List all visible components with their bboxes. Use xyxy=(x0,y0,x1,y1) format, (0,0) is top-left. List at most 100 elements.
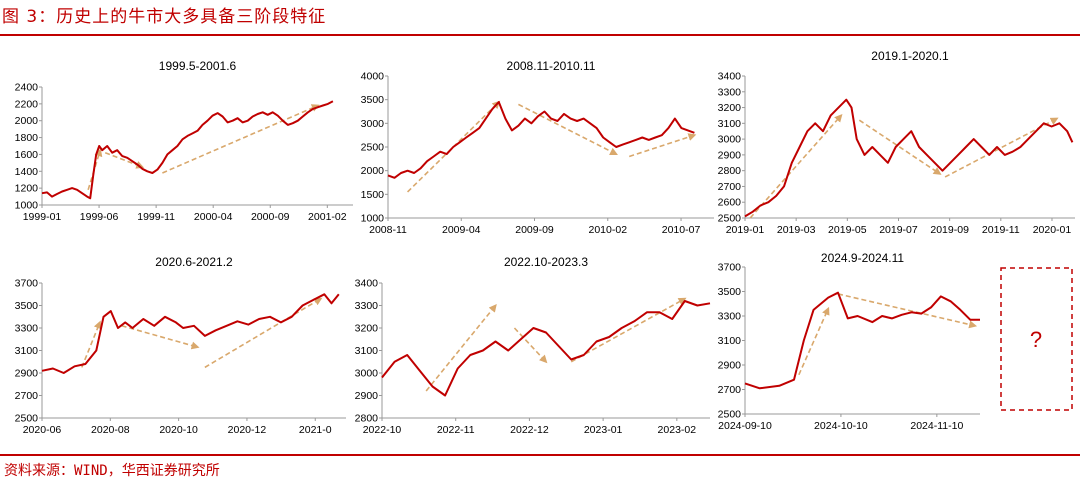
x-tick-label: 2022-11 xyxy=(437,424,475,436)
trend-arrow xyxy=(204,297,323,369)
y-tick-label: 3300 xyxy=(15,323,39,335)
y-tick-label: 3000 xyxy=(355,368,379,380)
x-tick-label: 2023-01 xyxy=(584,424,623,436)
y-tick-label: 3500 xyxy=(15,300,39,312)
trend-arrow xyxy=(81,320,102,368)
x-tick-label: 2008-11 xyxy=(369,224,407,236)
y-tick-label: 1000 xyxy=(361,213,385,225)
y-tick-label: 2900 xyxy=(355,390,379,402)
index-line xyxy=(41,293,340,374)
chart-panel: 2022.10-2023.3 2800 2900 3000 3100 3200 3300 34… xyxy=(355,255,711,436)
y-tick-label: 1500 xyxy=(361,189,385,201)
y-tick-label: 2900 xyxy=(718,360,742,372)
y-tick-label: 3100 xyxy=(718,335,742,347)
trend-arrow xyxy=(162,104,320,174)
index-line xyxy=(387,101,695,179)
x-tick-label: 2001-02 xyxy=(308,211,347,223)
placeholder-box xyxy=(1000,267,1073,411)
y-tick-label: 4000 xyxy=(361,71,385,83)
trend-arrow xyxy=(425,303,497,392)
index-line xyxy=(381,300,711,397)
x-tick-label: 1999-01 xyxy=(23,211,62,223)
y-tick-label: 2700 xyxy=(718,384,742,396)
y-tick-label: 2500 xyxy=(718,213,742,225)
figure-title: 图 3：历史上的牛市大多具备三阶段特征 xyxy=(2,7,327,27)
chart-panel: 2020.6-2021.2 2500 2700 2900 3100 3300 3500 370… xyxy=(15,255,346,436)
y-tick-label: 2700 xyxy=(15,390,39,402)
x-tick-label: 2019-01 xyxy=(726,224,765,236)
x-tick-label: 2020-08 xyxy=(91,424,130,436)
x-tick-label: 2010-02 xyxy=(589,224,628,236)
y-tick-label: 2400 xyxy=(15,82,39,94)
trend-arrow xyxy=(518,103,618,156)
x-tick-label: 2021-0 xyxy=(299,424,332,436)
bottom-divider xyxy=(0,454,1080,456)
y-tick-label: 2800 xyxy=(718,165,742,177)
y-tick-label: 3500 xyxy=(718,286,742,298)
chart-title: 1999.5-2001.6 xyxy=(159,59,237,73)
x-tick-label: 2024-10-10 xyxy=(814,420,868,432)
chart-title: 2024.9-2024.11 xyxy=(821,251,905,265)
x-tick-label: 2000-04 xyxy=(194,211,233,223)
top-divider xyxy=(0,34,1080,36)
y-tick-label: 1200 xyxy=(15,183,39,195)
y-tick-label: 3000 xyxy=(361,118,385,130)
y-tick-label: 2900 xyxy=(718,149,742,161)
chart-panel: 2019.1-2020.1 2500 2600 2700 2800 2900 3000 310… xyxy=(718,49,1075,236)
y-tick-label: 3400 xyxy=(718,71,742,83)
y-tick-label: 2000 xyxy=(361,165,385,177)
y-tick-label: 2500 xyxy=(718,409,742,421)
y-tick-label: 3700 xyxy=(718,262,742,274)
x-tick-label: 2020-01 xyxy=(1033,224,1072,236)
x-tick-label: 2020-06 xyxy=(23,424,62,436)
y-tick-label: 3000 xyxy=(718,134,742,146)
y-tick-label: 3500 xyxy=(361,94,385,106)
y-tick-label: 2000 xyxy=(15,115,39,127)
x-tick-label: 2024-09-10 xyxy=(718,420,772,432)
x-tick-label: 2023-02 xyxy=(658,424,697,436)
question-mark: ? xyxy=(1030,327,1042,352)
y-tick-label: 2500 xyxy=(15,413,39,425)
trend-arrow xyxy=(858,119,942,175)
y-tick-label: 2500 xyxy=(361,142,385,154)
x-tick-label: 2022-12 xyxy=(510,424,549,436)
x-tick-label: 2009-09 xyxy=(515,224,554,236)
x-tick-label: 2020-10 xyxy=(159,424,198,436)
chart-title: 2020.6-2021.2 xyxy=(155,255,233,269)
y-tick-label: 2600 xyxy=(718,197,742,209)
x-tick-label: 1999-11 xyxy=(137,211,175,223)
y-tick-label: 3700 xyxy=(15,278,39,290)
index-line xyxy=(744,291,980,390)
y-tick-label: 3100 xyxy=(718,118,742,130)
x-tick-label: 2019-05 xyxy=(828,224,867,236)
trend-arrow xyxy=(121,324,200,350)
x-tick-label: 2019-07 xyxy=(879,224,918,236)
x-tick-label: 1999-06 xyxy=(80,211,119,223)
chart-panel: 2024.9-2024.11 2500 2700 2900 3100 3300 3500 37… xyxy=(718,251,980,432)
x-tick-label: 2019-03 xyxy=(777,224,816,236)
chart-panel: 1999.5-2001.6 1000 1200 1400 1600 1800 2000 220… xyxy=(15,59,353,223)
y-tick-label: 3100 xyxy=(15,345,39,357)
y-tick-label: 2200 xyxy=(15,98,39,110)
chart-title: 2019.1-2020.1 xyxy=(871,49,949,63)
x-tick-label: 2009-04 xyxy=(442,224,481,236)
x-tick-label: 2010-07 xyxy=(662,224,701,236)
y-tick-label: 1800 xyxy=(15,132,39,144)
y-tick-label: 3400 xyxy=(355,278,379,290)
trend-arrow xyxy=(570,297,687,363)
x-tick-label: 2020-12 xyxy=(228,424,267,436)
trend-arrow xyxy=(749,113,843,219)
source-note: 资料来源：WIND，华西证券研究所 xyxy=(4,463,220,479)
trend-arrow xyxy=(628,133,697,158)
y-tick-label: 3100 xyxy=(355,345,379,357)
x-tick-label: 2019-11 xyxy=(982,224,1020,236)
y-tick-label: 3200 xyxy=(355,323,379,335)
y-tick-label: 3200 xyxy=(718,102,742,114)
y-tick-label: 2800 xyxy=(355,413,379,425)
y-tick-label: 1400 xyxy=(15,166,39,178)
chart-title: 2008.11-2010.11 xyxy=(507,59,596,73)
index-line xyxy=(744,98,1074,218)
index-line xyxy=(41,100,334,200)
x-tick-label: 2000-09 xyxy=(251,211,290,223)
x-tick-label: 2022-10 xyxy=(363,424,402,436)
